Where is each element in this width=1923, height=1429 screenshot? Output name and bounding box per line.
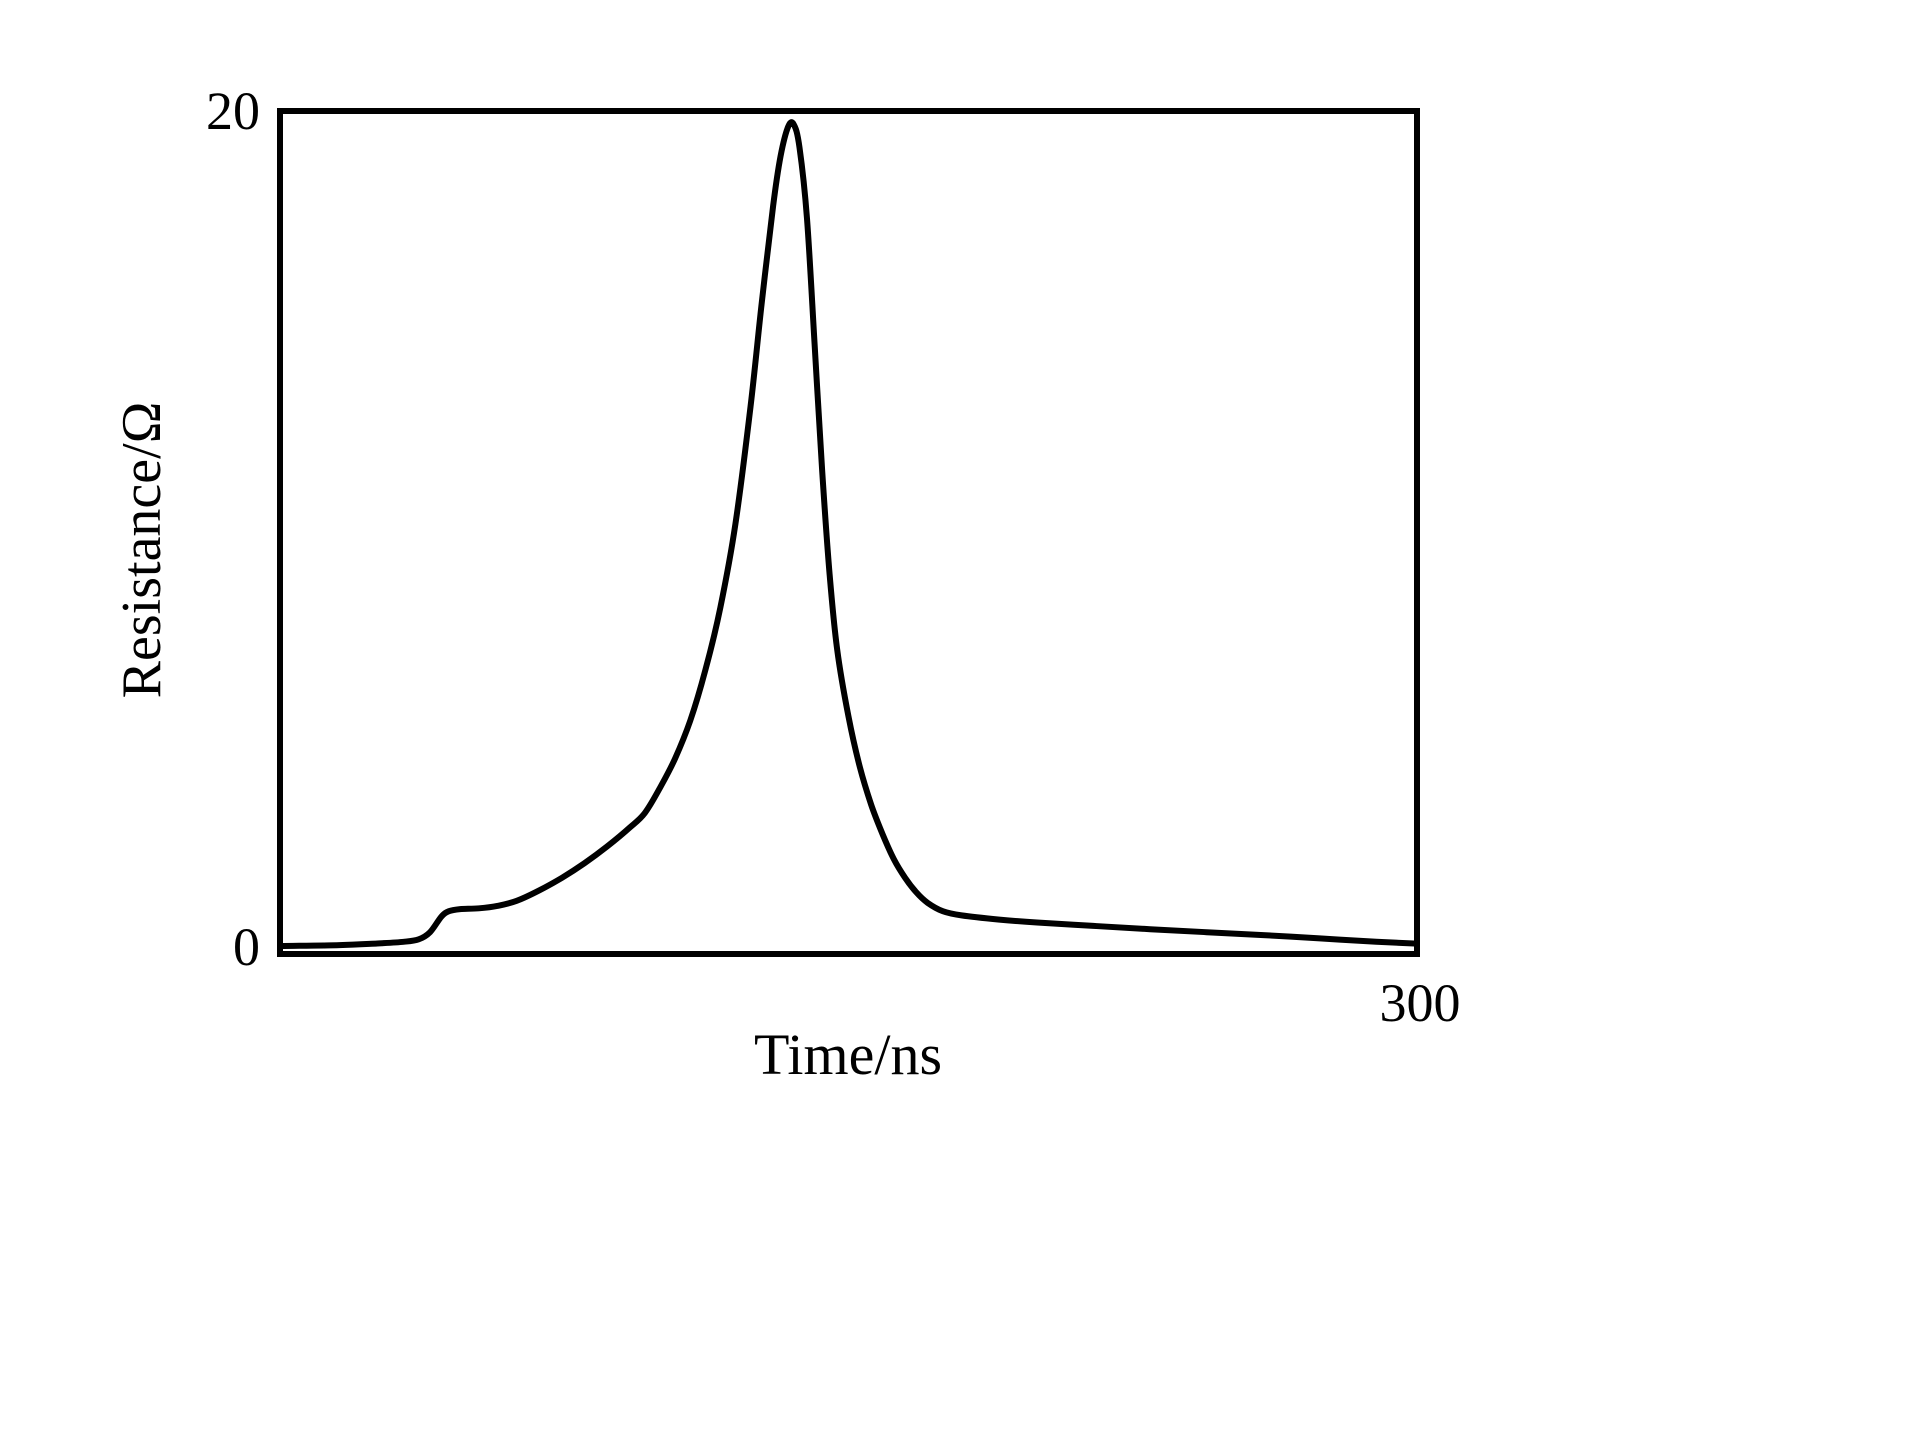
x-axis-title: Time/ns xyxy=(753,1022,943,1087)
y-axis-tick-label-max: 20 xyxy=(206,81,260,141)
y-axis-tick-label-min: 0 xyxy=(233,917,260,977)
resistance-curve-svg xyxy=(283,119,1414,949)
x-axis-tick-label-max: 300 xyxy=(1379,973,1461,1033)
resistance-curve xyxy=(283,119,1414,949)
chart-plot-area xyxy=(277,108,1420,957)
y-axis-title: Resistance/Ω xyxy=(111,401,173,699)
